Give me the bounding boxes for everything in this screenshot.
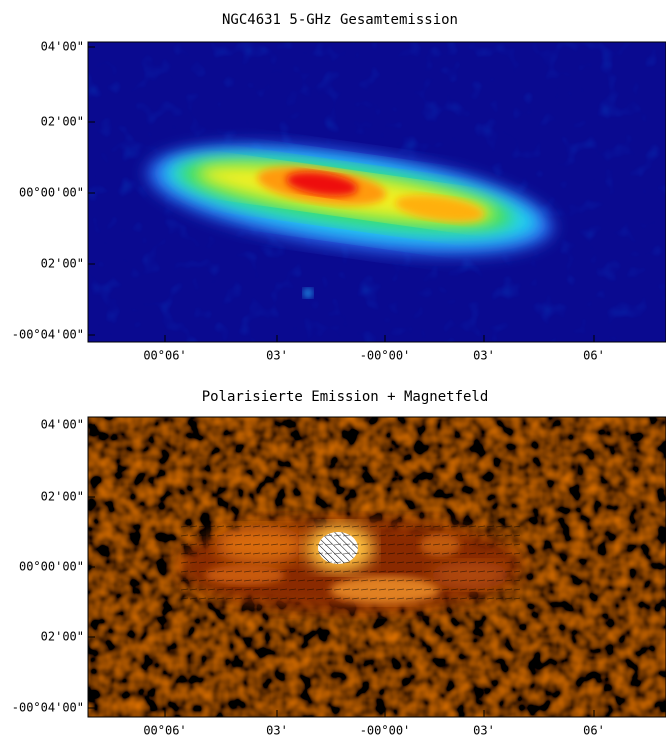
x-tick-label: 00°06': [143, 349, 186, 363]
x-tick-label: 06': [583, 349, 605, 363]
x-tick-label: 06': [583, 724, 605, 738]
y-tick-label: 04'00": [41, 418, 84, 432]
y-tick-label: -00°04'00": [12, 328, 84, 342]
x-tick-label: 03': [266, 724, 288, 738]
panel-title: Polarisierte Emission + Magnetfeld: [202, 389, 489, 405]
y-tick-label: 00°00'00": [19, 560, 84, 574]
x-tick-label: 03': [473, 349, 495, 363]
figure: NGC4631 5-GHz Gesamtemission 04'00" 02'00…: [0, 0, 666, 742]
y-tick-label: 02'00": [41, 115, 84, 129]
y-tick-label: 00°00'00": [19, 186, 84, 200]
y-tick-label: 02'00": [41, 630, 84, 644]
panel-title: NGC4631 5-GHz Gesamtemission: [222, 12, 458, 28]
x-tick-label: 00°06': [143, 724, 186, 738]
y-tick-label: 04'00": [41, 40, 84, 54]
total-emission-map: [88, 42, 666, 342]
y-tick-label: -00°04'00": [12, 701, 84, 715]
polarized-emission-map: [88, 417, 666, 717]
x-tick-label: -00°00': [360, 724, 411, 738]
y-tick-label: 02'00": [41, 257, 84, 271]
x-tick-label: 03': [473, 724, 495, 738]
x-tick-label: 03': [266, 349, 288, 363]
y-tick-label: 02'00": [41, 490, 84, 504]
x-tick-label: -00°00': [360, 349, 411, 363]
